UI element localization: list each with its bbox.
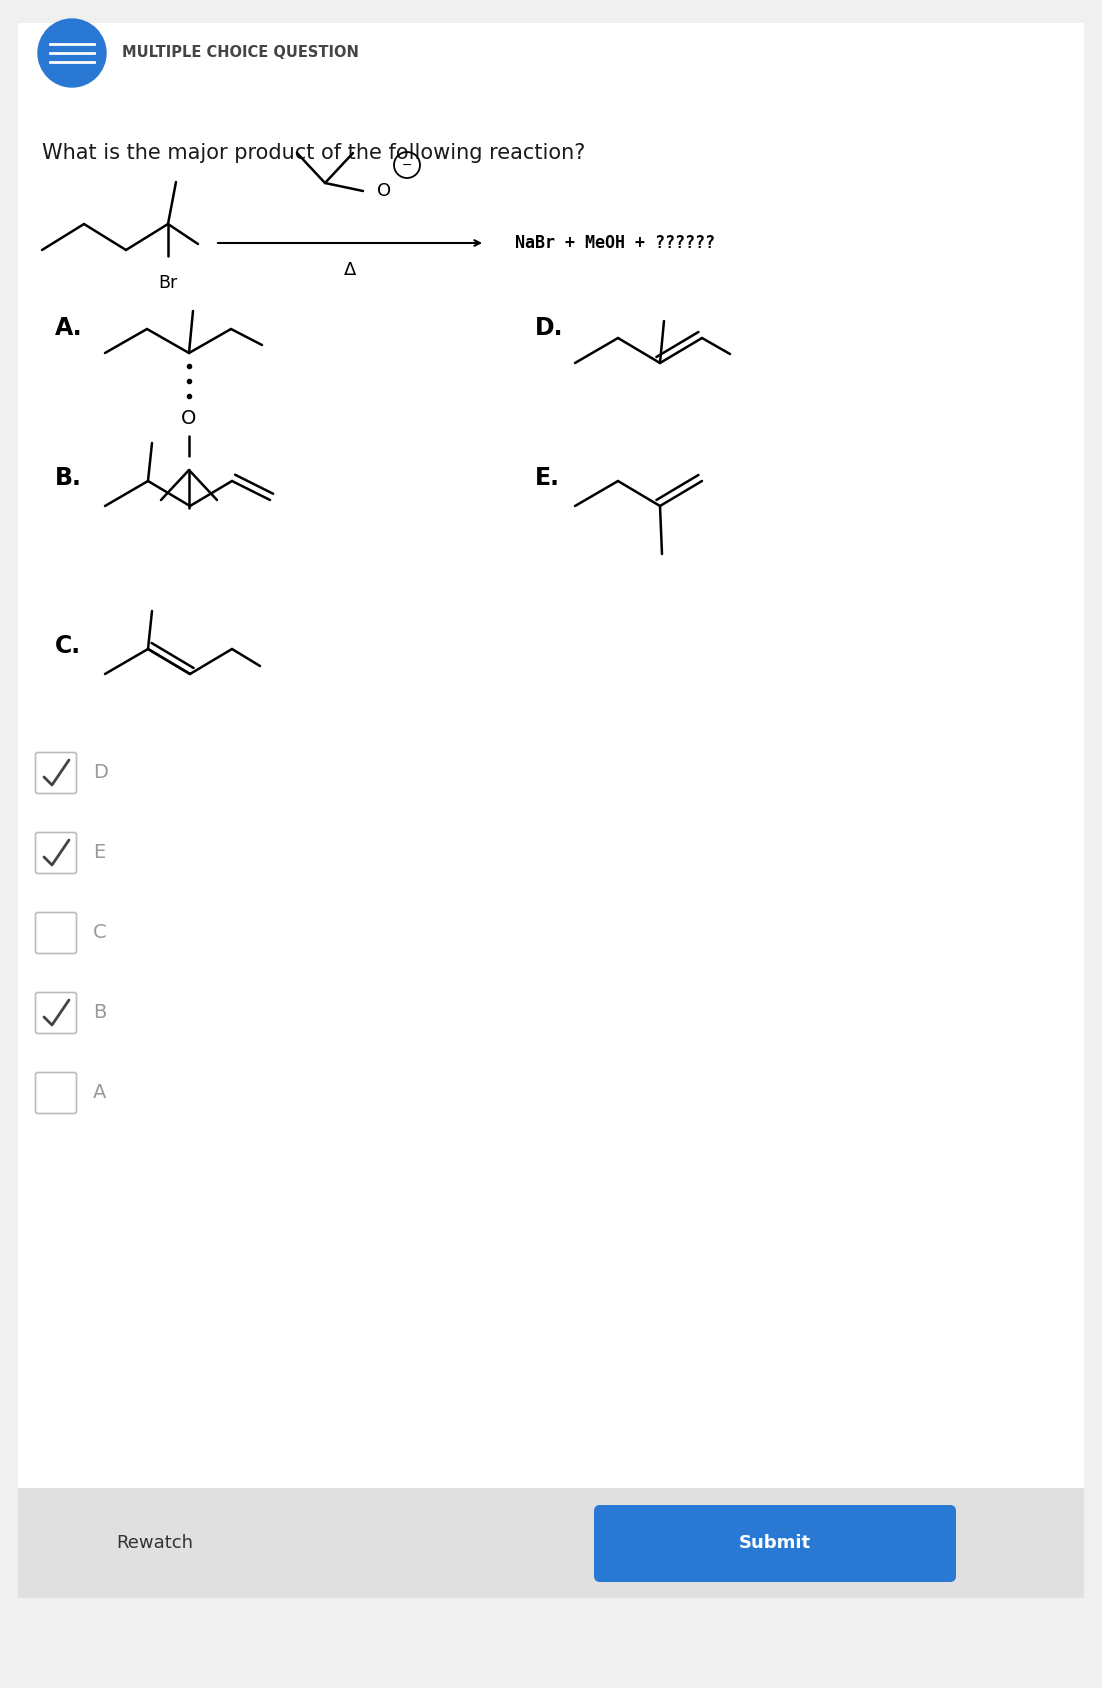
Text: What is the major product of the following reaction?: What is the major product of the followi…: [42, 143, 585, 164]
Text: C.: C.: [55, 635, 82, 658]
Text: E.: E.: [534, 466, 560, 490]
Text: E: E: [93, 844, 106, 863]
Text: A.: A.: [55, 316, 83, 339]
Text: C: C: [93, 923, 107, 942]
Text: Submit: Submit: [739, 1534, 811, 1551]
Text: Δ: Δ: [344, 262, 356, 279]
Text: D.: D.: [534, 316, 563, 339]
Circle shape: [37, 19, 106, 88]
FancyBboxPatch shape: [594, 1506, 957, 1582]
FancyBboxPatch shape: [35, 1072, 76, 1114]
Text: Rewatch: Rewatch: [117, 1534, 194, 1551]
Text: B.: B.: [55, 466, 82, 490]
FancyBboxPatch shape: [18, 24, 1084, 1599]
Text: O: O: [182, 408, 196, 427]
FancyBboxPatch shape: [35, 993, 76, 1033]
Text: Br: Br: [159, 273, 177, 292]
FancyBboxPatch shape: [35, 753, 76, 793]
Text: O: O: [377, 182, 391, 199]
Text: D: D: [93, 763, 108, 783]
FancyBboxPatch shape: [18, 1489, 1084, 1599]
Text: NaBr + MeOH + ??????: NaBr + MeOH + ??????: [515, 235, 715, 252]
FancyBboxPatch shape: [35, 832, 76, 873]
FancyBboxPatch shape: [35, 913, 76, 954]
Text: MULTIPLE CHOICE QUESTION: MULTIPLE CHOICE QUESTION: [122, 46, 359, 61]
Text: A: A: [93, 1084, 107, 1102]
Text: B: B: [93, 1003, 107, 1023]
Text: −: −: [402, 159, 412, 172]
